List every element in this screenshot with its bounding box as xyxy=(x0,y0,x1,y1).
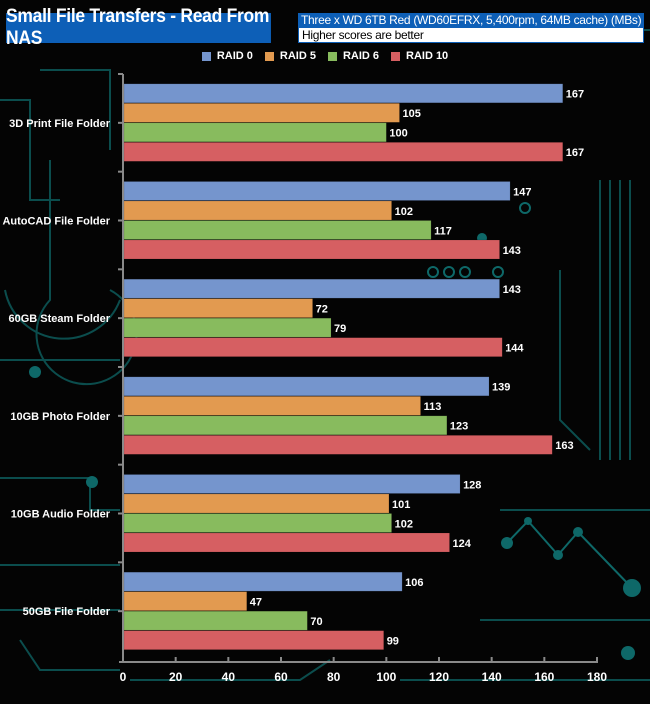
bar-value-label: 105 xyxy=(403,108,421,120)
legend-swatch-raid6 xyxy=(327,51,337,61)
legend-item-raid5: RAID 5 xyxy=(264,50,316,62)
category-label: 10GB Audio Folder xyxy=(11,509,111,521)
x-tick-label: 40 xyxy=(222,670,236,684)
x-tick-label: 140 xyxy=(482,670,502,684)
x-tick-label: 60 xyxy=(274,670,288,684)
bar-value-label: 167 xyxy=(566,147,584,159)
bar-value-label: 100 xyxy=(389,128,407,140)
bar xyxy=(123,337,503,357)
bar-value-label: 143 xyxy=(503,245,521,257)
bar xyxy=(123,83,564,104)
x-tick-label: 20 xyxy=(169,670,183,684)
bar-value-label: 139 xyxy=(492,382,510,394)
bar xyxy=(123,317,332,338)
bar xyxy=(123,630,384,650)
bar-value-label: 70 xyxy=(310,616,322,628)
category-label: AutoCAD File Folder xyxy=(2,216,110,228)
legend-label-raid5: RAID 5 xyxy=(279,50,316,62)
legend-swatch-raid10 xyxy=(391,51,400,61)
bar xyxy=(123,278,500,299)
bar xyxy=(123,239,500,260)
legend-item-raid6: RAID 6 xyxy=(327,50,379,62)
bar xyxy=(123,200,392,221)
bar-value-label: 167 xyxy=(566,89,584,101)
x-tick-label: 0 xyxy=(120,670,127,684)
bar xyxy=(123,532,450,553)
x-tick-label: 160 xyxy=(534,670,554,684)
bar xyxy=(123,298,313,318)
legend-item-raid0: RAID 0 xyxy=(201,50,253,62)
bar-value-label: 163 xyxy=(555,440,573,452)
legend-label-raid6: RAID 6 xyxy=(342,50,379,62)
legend-label-raid0: RAID 0 xyxy=(216,50,253,62)
bar-value-label: 144 xyxy=(505,342,524,354)
bar-value-label: 124 xyxy=(453,538,472,550)
bar-value-label: 102 xyxy=(395,518,413,530)
legend: RAID 0 RAID 5 RAID 6 RAID 10 xyxy=(0,50,650,62)
bar-value-label: 106 xyxy=(405,577,423,589)
bar xyxy=(123,474,461,494)
bar-value-label: 113 xyxy=(424,401,442,413)
bar-value-label: 147 xyxy=(513,186,531,198)
chart-subtitle-box: Three x WD 6TB Red (WD60EFRX, 5,400rpm, … xyxy=(298,13,644,43)
bar-value-label: 99 xyxy=(387,635,399,647)
legend-swatch-raid0 xyxy=(201,51,211,61)
category-label: 60GB Steam Folder xyxy=(9,313,111,325)
legend-label-raid10: RAID 10 xyxy=(406,50,449,62)
bar xyxy=(123,591,248,611)
bar-value-label: 102 xyxy=(395,206,413,218)
bar xyxy=(123,493,390,514)
x-tick-label: 120 xyxy=(429,670,449,684)
bar xyxy=(123,376,490,397)
category-label: 3D Print File Folder xyxy=(9,118,111,130)
bar-value-label: 123 xyxy=(450,421,468,433)
chart-subtitle: Three x WD 6TB Red (WD60EFRX, 5,400rpm, … xyxy=(298,13,644,28)
bar xyxy=(123,396,421,416)
bar-value-label: 101 xyxy=(392,499,410,511)
bar xyxy=(123,142,564,162)
category-label: 10GB Photo Folder xyxy=(10,411,110,423)
bar-value-label: 47 xyxy=(250,596,262,608)
bar-value-label: 143 xyxy=(503,284,521,296)
x-tick-label: 80 xyxy=(327,670,341,684)
bar-value-label: 117 xyxy=(434,225,452,237)
x-tick-label: 100 xyxy=(376,670,396,684)
x-tick-label: 180 xyxy=(587,670,607,684)
bar xyxy=(123,513,392,533)
bar xyxy=(123,610,308,631)
bar xyxy=(123,220,432,240)
bar-value-label: 128 xyxy=(463,479,481,491)
bar xyxy=(123,415,448,436)
bar xyxy=(123,103,400,123)
chart-note: Higher scores are better xyxy=(298,28,644,43)
bar xyxy=(123,571,403,592)
legend-swatch-raid5 xyxy=(264,51,274,61)
category-label: 50GB File Folder xyxy=(23,606,111,618)
bar-value-label: 72 xyxy=(316,303,328,315)
bar xyxy=(123,435,553,455)
legend-item-raid10: RAID 10 xyxy=(391,50,448,62)
bar xyxy=(123,181,511,201)
bar xyxy=(123,122,387,143)
bar-value-label: 79 xyxy=(334,323,346,335)
